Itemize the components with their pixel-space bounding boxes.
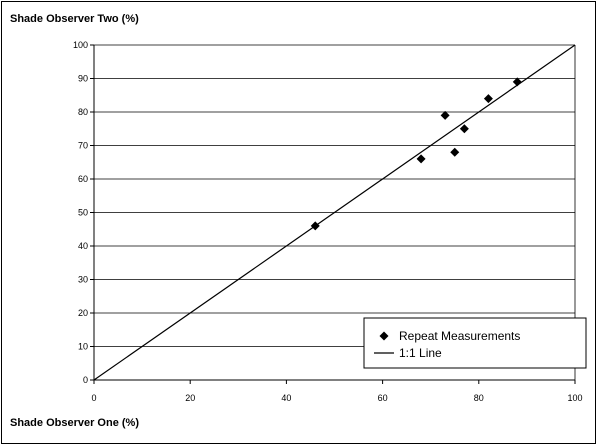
data-point-3 — [440, 110, 450, 120]
y-tick-label-10: 10 — [78, 342, 88, 352]
data-point-2 — [416, 154, 426, 164]
legend-label-repeat-measurements: Repeat Measurements — [399, 329, 520, 343]
y-tick-label-50: 50 — [78, 208, 88, 218]
x-axis-title: Shade Observer One (%) — [10, 417, 139, 429]
y-tick-label-70: 70 — [78, 141, 88, 151]
x-tick-label-100: 100 — [567, 393, 582, 403]
x-tick-label-0: 0 — [91, 393, 96, 403]
y-tick-label-60: 60 — [78, 174, 88, 184]
x-tick-label-20: 20 — [185, 393, 195, 403]
y-tick-label-80: 80 — [78, 107, 88, 117]
x-tick-labels: 0 20 40 60 80 100 — [91, 393, 582, 403]
data-point-6 — [483, 94, 493, 104]
x-tick-label-40: 40 — [281, 393, 291, 403]
series-line-1-1 — [93, 44, 576, 381]
legend-label-1-1-line: 1:1 Line — [399, 346, 442, 360]
data-point-4 — [450, 147, 460, 157]
legend-marker-diamond — [379, 331, 389, 341]
legend: Repeat Measurements 1:1 Line — [363, 317, 587, 369]
y-tick-label-90: 90 — [78, 74, 88, 84]
y-tick-label-100: 100 — [73, 40, 88, 50]
data-point-5 — [459, 124, 469, 134]
y-tick-labels: 0 10 20 30 40 50 60 70 80 90 100 — [73, 40, 88, 385]
y-tick-label-30: 30 — [78, 275, 88, 285]
y-tick-label-20: 20 — [78, 308, 88, 318]
legend-box — [363, 317, 587, 369]
y-axis-title: Shade Observer Two (%) — [10, 13, 139, 25]
y-tick-label-40: 40 — [78, 241, 88, 251]
y-tick-label-0: 0 — [83, 375, 88, 385]
x-tick-label-60: 60 — [378, 393, 388, 403]
series-layer — [93, 44, 576, 381]
x-tick-label-80: 80 — [474, 393, 484, 403]
gridlines — [94, 44, 575, 347]
